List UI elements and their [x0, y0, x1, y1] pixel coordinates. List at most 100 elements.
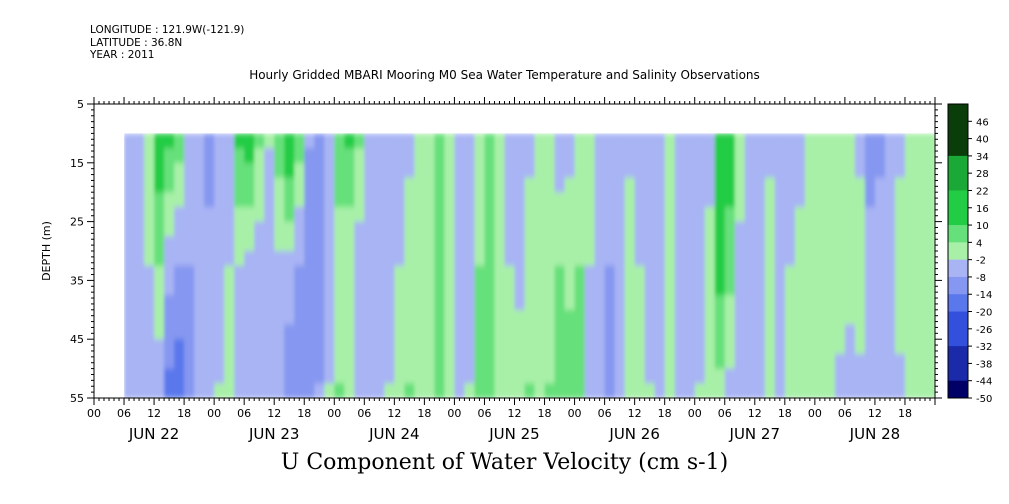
heatmap-cell: [484, 383, 496, 398]
heatmap-cell: [204, 192, 215, 208]
x-hour-label: 12: [508, 407, 522, 420]
heatmap-cell: [764, 265, 776, 281]
heatmap-cell: [234, 383, 245, 398]
heatmap-cell: [454, 339, 466, 355]
heatmap-cell: [884, 148, 896, 164]
heatmap-cell: [634, 295, 646, 311]
heatmap-cell: [204, 324, 215, 340]
heatmap-cell: [624, 192, 636, 208]
heatmap-cell: [514, 265, 526, 281]
heatmap-cell: [874, 148, 886, 164]
heatmap-cell: [414, 324, 425, 340]
heatmap-cell: [134, 162, 145, 179]
heatmap-cell: [584, 265, 596, 281]
heatmap-cell: [824, 295, 836, 311]
heatmap-cell: [664, 339, 676, 355]
heatmap-cell: [804, 206, 816, 223]
heatmap-cell: [474, 295, 486, 311]
heatmap-cell: [744, 339, 756, 355]
heatmap-cell: [754, 339, 766, 355]
heatmap-cell: [514, 309, 526, 326]
heatmap-cell: [744, 309, 756, 326]
heatmap-cell: [384, 206, 395, 223]
heatmap-cell: [374, 368, 385, 384]
heatmap-cell: [314, 265, 325, 281]
heatmap-cell: [764, 148, 776, 164]
heatmap-cell: [754, 368, 766, 384]
heatmap-cell: [714, 236, 726, 252]
heatmap-cell: [414, 148, 425, 164]
heatmap-cell: [774, 177, 786, 193]
heatmap-cell: [194, 236, 205, 252]
heatmap-cell: [204, 339, 215, 355]
heatmap-cell: [814, 324, 826, 340]
heatmap-cell: [184, 295, 195, 311]
heatmap-cell: [134, 324, 145, 340]
heatmap-cell: [594, 368, 606, 384]
heatmap-cell: [564, 309, 576, 326]
heatmap-cell: [534, 280, 546, 296]
heatmap-cell: [854, 265, 866, 281]
heatmap-cell: [334, 221, 345, 237]
heatmap-cell: [144, 353, 155, 370]
heatmap-cell: [604, 177, 616, 193]
heatmap-cell: [394, 280, 405, 296]
heatmap-cell: [304, 236, 315, 252]
heatmap-cell: [744, 353, 756, 370]
heatmap-cell: [764, 206, 776, 223]
heatmap-cell: [834, 221, 846, 237]
heatmap-cell: [164, 133, 175, 149]
heatmap-cell: [224, 265, 235, 281]
heatmap-cell: [164, 309, 175, 326]
heatmap-cell: [694, 280, 706, 296]
heatmap-cell: [824, 324, 836, 340]
heatmap-cell: [404, 162, 415, 179]
heatmap-cell: [154, 148, 165, 164]
heatmap-cell: [174, 295, 185, 311]
heatmap-cell: [884, 295, 896, 311]
x-hour-label: 18: [658, 407, 672, 420]
heatmap-cell: [484, 162, 496, 179]
heatmap-cell: [524, 353, 536, 370]
heatmap-cell: [294, 148, 305, 164]
heatmap-cell: [244, 133, 255, 149]
heatmap-cell: [274, 339, 285, 355]
heatmap-cell: [694, 324, 706, 340]
heatmap-cell: [904, 295, 916, 311]
heatmap-cell: [814, 133, 826, 149]
heatmap-cell: [864, 221, 876, 237]
heatmap-cell: [644, 280, 656, 296]
heatmap-cell: [504, 383, 516, 398]
heatmap-cell: [784, 133, 796, 149]
heatmap-cell: [824, 236, 836, 252]
heatmap-cell: [774, 324, 786, 340]
heatmap-cell: [824, 192, 836, 208]
heatmap-cell: [854, 148, 866, 164]
heatmap-cell: [624, 162, 636, 179]
heatmap-cell: [204, 309, 215, 326]
heatmap-cell: [424, 192, 435, 208]
heatmap-cell: [804, 177, 816, 193]
heatmap-cell: [344, 206, 355, 223]
heatmap-cell: [364, 162, 375, 179]
heatmap-cell: [314, 177, 325, 193]
heatmap-cell: [404, 339, 415, 355]
heatmap-cell: [764, 295, 776, 311]
heatmap-cell: [164, 353, 175, 370]
heatmap-cell: [384, 236, 395, 252]
heatmap-cell: [894, 177, 906, 193]
heatmap-cell: [824, 368, 836, 384]
heatmap-cell: [624, 324, 636, 340]
heatmap-cell: [234, 192, 245, 208]
heatmap-cell: [434, 324, 446, 340]
heatmap-cell: [924, 221, 936, 237]
colorbar-band: [948, 207, 968, 217]
heatmap-cell: [654, 383, 666, 398]
colorbar-band: [948, 216, 968, 226]
heatmap-cell: [764, 133, 776, 149]
heatmap-cell: [534, 236, 546, 252]
heatmap-cell: [354, 383, 365, 398]
heatmap-cell: [874, 192, 886, 208]
heatmap-cell: [474, 148, 486, 164]
heatmap-cell: [554, 206, 566, 223]
